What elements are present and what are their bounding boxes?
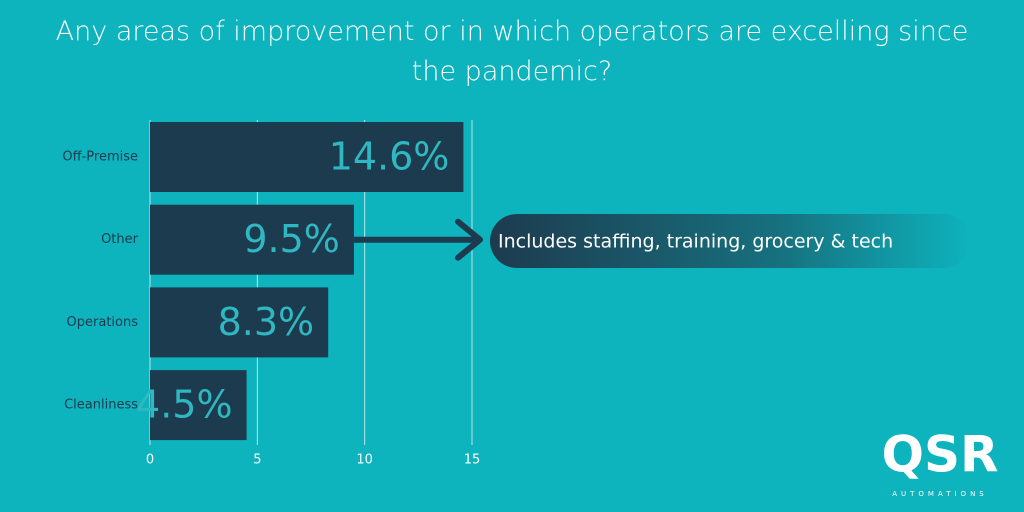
logo-text: QSR [881,426,998,484]
logo-subtitle: AUTOMATIONS [892,490,988,498]
x-tick-label: 0 [146,453,154,468]
logo: QSR AUTOMATIONS [881,426,998,499]
y-tick-label: Other [101,232,139,247]
value-label: 4.5% [136,383,233,427]
y-tick-label: Cleanliness [64,398,138,413]
arrow-head [455,218,483,261]
bar [150,370,247,441]
annotation: Includes staffing, training, grocery & t… [498,231,893,253]
y-tick-label: Operations [67,315,139,330]
bar [150,204,354,275]
bar [150,122,464,192]
annotation-pill [490,214,970,268]
bar [150,287,329,358]
y-tick-label: Off-Premise [62,150,138,165]
x-tick-label: 5 [253,453,261,468]
chart-title: Any areas of improvement or in which ope… [55,16,969,87]
value-label: 9.5% [243,217,340,261]
value-label: 8.3% [218,300,315,344]
x-tick-label: 10 [356,453,373,468]
x-tick-label: 15 [464,453,481,468]
value-label: 14.6% [329,135,450,179]
